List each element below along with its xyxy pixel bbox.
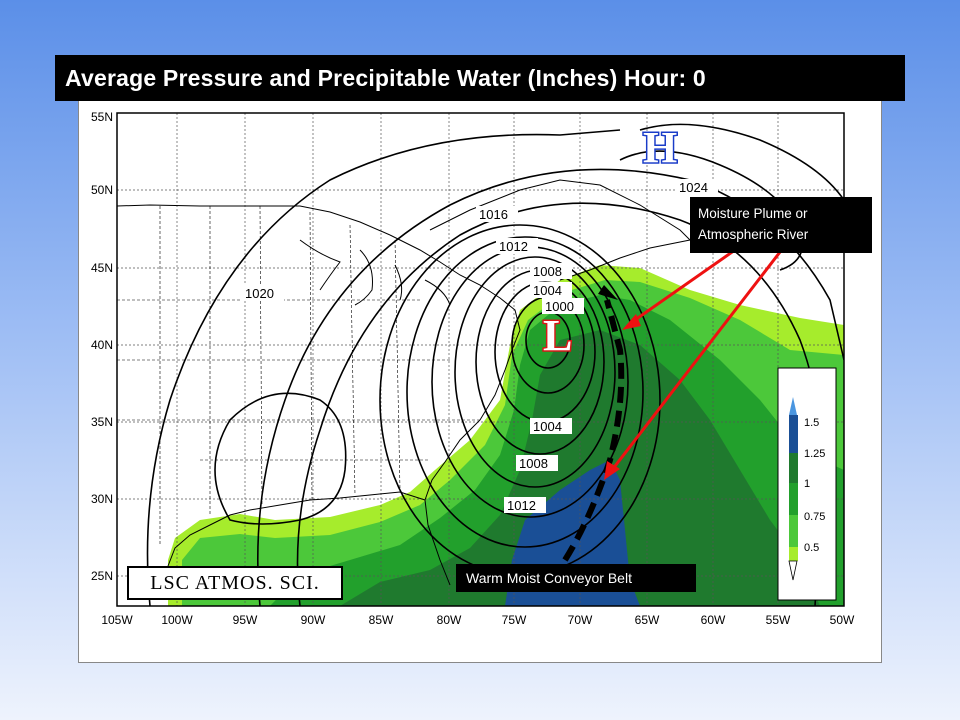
legend-tick: 0.75 (804, 511, 825, 523)
callout-line: Moisture Plume or (698, 206, 808, 221)
atmospheric-river-callout: Moisture Plume or Atmospheric River (690, 197, 872, 253)
lat-label: 45N (91, 261, 113, 275)
legend-colorbar: 1.5 1.25 1 0.75 0.5 (777, 367, 837, 601)
conveyor-belt-path (562, 299, 625, 562)
isobar-label: 1012 (507, 498, 536, 513)
lat-label: 30N (91, 492, 113, 506)
isobar-label: 1008 (519, 456, 548, 471)
isobar-label: 1020 (245, 286, 274, 301)
lon-label: 100W (161, 613, 193, 627)
lon-label: 65W (635, 613, 660, 627)
annotation-arrows (604, 248, 782, 480)
legend-swatch (789, 415, 798, 453)
latitude-labels: 55N 50N 45N 40N 35N 30N 25N (91, 110, 113, 583)
legend-swatch (789, 453, 798, 483)
lon-label: 50W (830, 613, 855, 627)
arrow-to-belt-head (604, 461, 620, 480)
credit-label: LSC ATMOS. SCI. (127, 566, 343, 600)
lon-label: 75W (502, 613, 527, 627)
legend-swatch (789, 397, 797, 415)
isobar-label: 1004 (533, 283, 562, 298)
isobar-labels: 1024 1016 1012 1008 1004 1000 1020 1004 … (242, 179, 718, 513)
conveyor-belt-arrowhead (598, 285, 618, 300)
longitude-labels: 105W 100W 95W 90W 85W 80W 75W 70W 65W 60… (101, 613, 855, 627)
lon-label: 55W (766, 613, 791, 627)
isobar-label: 1008 (533, 264, 562, 279)
legend-tick: 1.25 (804, 448, 825, 460)
legend-swatch (789, 483, 798, 515)
map-title: Average Pressure and Precipitable Water … (55, 55, 905, 101)
lat-label: 50N (91, 183, 113, 197)
lon-label: 60W (701, 613, 726, 627)
legend-swatch (789, 515, 798, 547)
lon-label: 85W (369, 613, 394, 627)
lat-label: 55N (91, 110, 113, 124)
conveyor-belt-callout: Warm Moist Conveyor Belt (456, 564, 696, 592)
lon-label: 70W (568, 613, 593, 627)
lon-label: 90W (301, 613, 326, 627)
isobar-label: 1012 (499, 239, 528, 254)
high-pressure-label: H (643, 123, 677, 172)
legend-tick: 1 (804, 478, 810, 490)
low-pressure-label: L (543, 311, 572, 360)
lon-label: 105W (101, 613, 133, 627)
isobar-label: 1024 (679, 180, 708, 195)
callout-line: Atmospheric River (698, 227, 809, 242)
legend-swatch-min (788, 560, 798, 581)
isobar-label: 1004 (533, 419, 562, 434)
lon-label: 80W (437, 613, 462, 627)
arrow-to-plume (631, 248, 736, 324)
legend-tick: 1.5 (804, 417, 819, 429)
lat-label: 40N (91, 338, 113, 352)
lat-label: 25N (91, 569, 113, 583)
isobar-label: 1016 (479, 207, 508, 222)
map-frame (116, 112, 845, 607)
legend-swatch (789, 547, 798, 561)
arrow-to-plume-head (622, 314, 641, 330)
isobar-label: 1000 (545, 299, 574, 314)
legend-tick: 0.5 (804, 542, 819, 554)
arrow-to-belt (610, 251, 782, 471)
lon-label: 95W (233, 613, 258, 627)
lat-label: 35N (91, 415, 113, 429)
